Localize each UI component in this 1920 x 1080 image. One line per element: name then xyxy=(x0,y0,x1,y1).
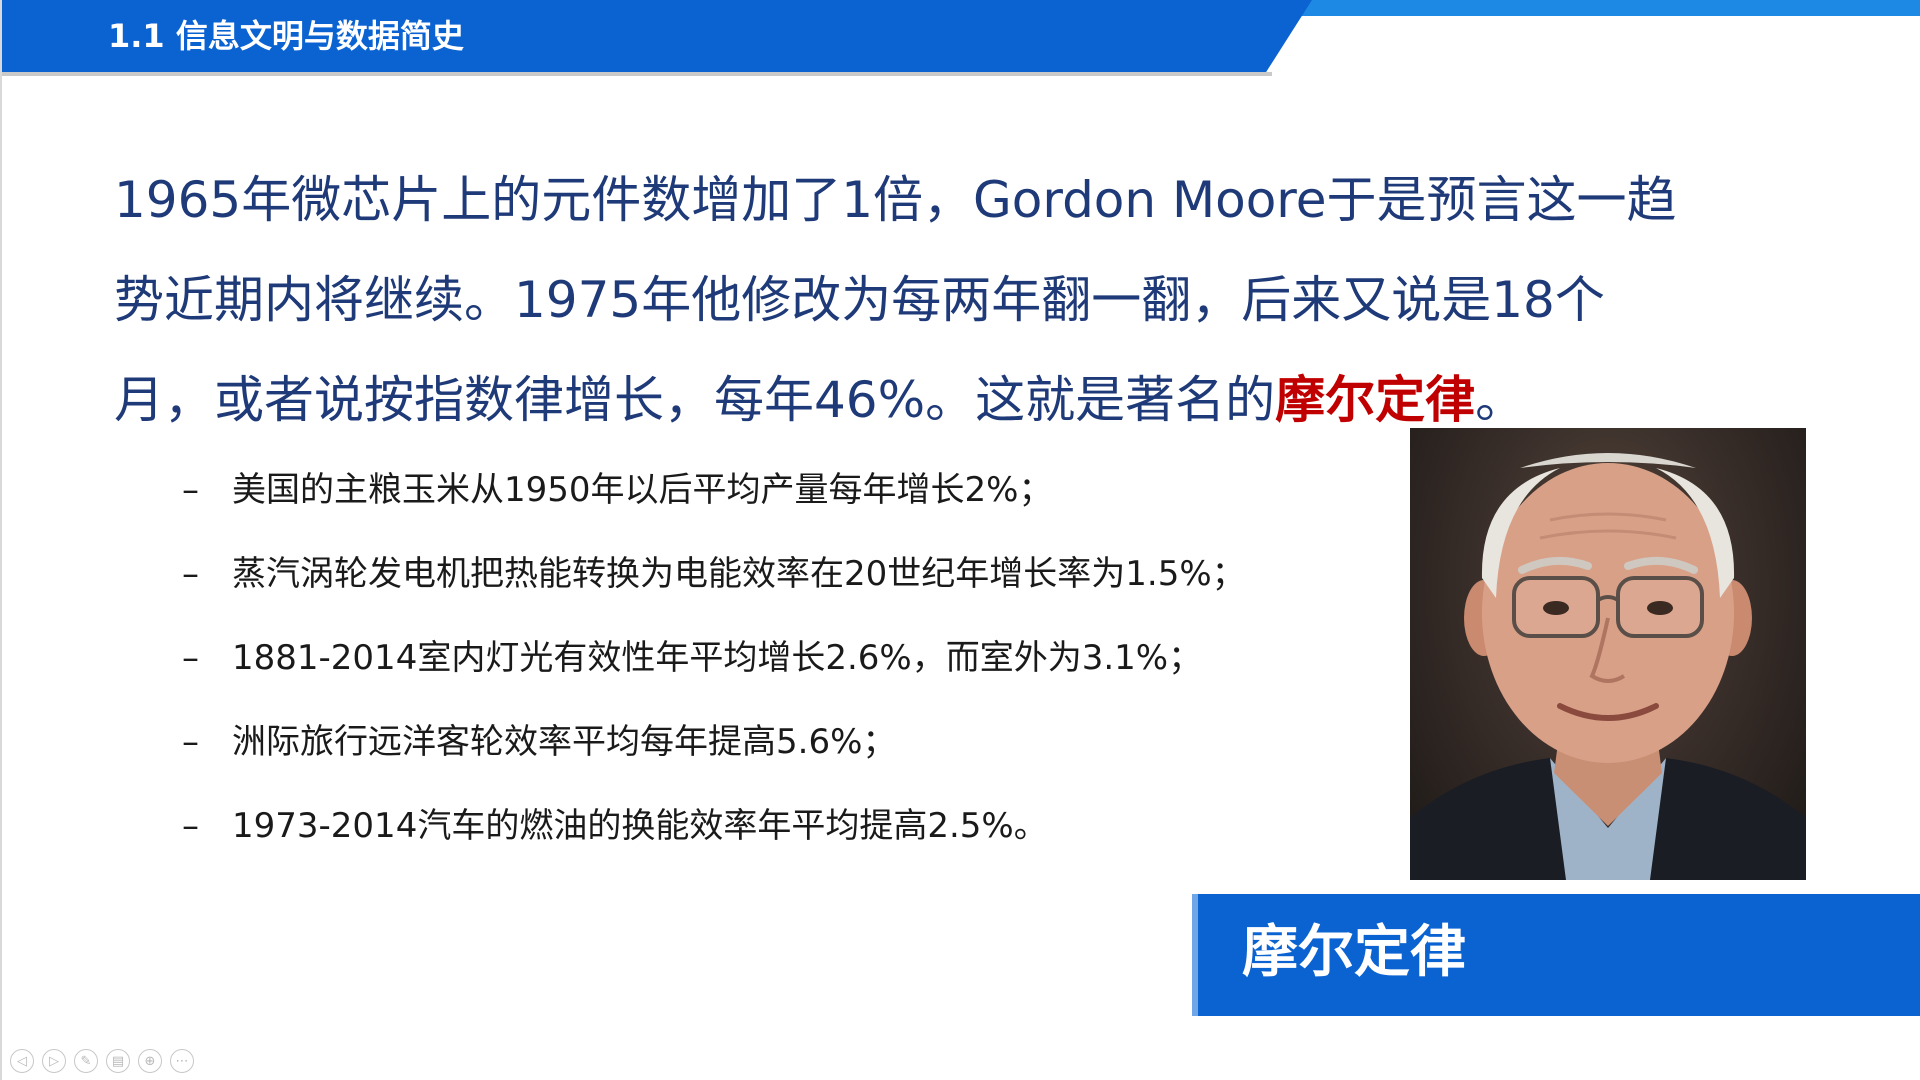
main-line-3: 月，或者说按指数律增长，每年46%。这就是著名的摩尔定律。 xyxy=(114,350,1794,450)
caption-label: 摩尔定律 xyxy=(1242,920,1466,985)
next-icon[interactable]: ▷ xyxy=(42,1049,66,1073)
bullet-dash: – xyxy=(182,554,199,594)
copy-icon[interactable]: ▤ xyxy=(106,1049,130,1073)
bullet-text: 蒸汽涡轮发电机把热能转换为电能效率在20世纪年增长率为1.5%； xyxy=(232,554,1246,594)
header-shadow xyxy=(2,72,1272,76)
bullet-dash: – xyxy=(182,722,199,762)
bullet-dash: – xyxy=(182,638,199,678)
pen-icon[interactable]: ✎ xyxy=(74,1049,98,1073)
zoom-icon[interactable]: ⊕ xyxy=(138,1049,162,1073)
bullet-dash: – xyxy=(182,470,199,510)
bullet-text: 美国的主粮玉米从1950年以后平均产量每年增长2%； xyxy=(232,470,1053,510)
portrait-illustration xyxy=(1410,453,1806,880)
bullet-item: –1973-2014汽车的燃油的换能效率年平均提高2.5%。 xyxy=(182,796,1382,880)
more-icon[interactable]: ⋯ xyxy=(170,1049,194,1073)
main-line-3-prefix: 月，或者说按指数律增长，每年46%。这就是著名的 xyxy=(114,371,1276,429)
bullet-dash: – xyxy=(182,806,199,846)
caption-box: 摩尔定律 xyxy=(1192,894,1920,1016)
prev-icon[interactable]: ◁ xyxy=(10,1049,34,1073)
slideshow-toolbar: ◁ ▷ ✎ ▤ ⊕ ⋯ xyxy=(10,1046,194,1076)
bullet-item: – 美国的主粮玉米从1950年以后平均产量每年增长2%； xyxy=(182,460,1382,544)
bullet-text: 洲际旅行远洋客轮效率平均每年提高5.6%； xyxy=(232,722,897,762)
slide-section-title: 1.1 信息文明与数据简史 xyxy=(108,17,464,55)
bullet-text: 1881-2014室内灯光有效性年平均增长2.6%，而室外为3.1%； xyxy=(232,638,1203,678)
bullet-list: – 美国的主粮玉米从1950年以后平均产量每年增长2%； – 蒸汽涡轮发电机把热能转… xyxy=(182,460,1382,880)
header-bar xyxy=(2,0,1312,72)
main-line-2: 势近期内将继续。1975年他修改为每两年翻一翻，后来又说是18个 xyxy=(114,271,1605,329)
bullet-item: – 洲际旅行远洋客轮效率平均每年提高5.6%； xyxy=(182,712,1382,796)
header-accent-strip xyxy=(1272,0,1920,16)
main-line-1: 1965年微芯片上的元件数增加了1倍，Gordon Moore于是预言这一趋 xyxy=(114,171,1677,229)
bullet-text: 1973-2014汽车的燃油的换能效率年平均提高2.5%。 xyxy=(232,806,1048,846)
main-line-3-suffix: 。 xyxy=(1475,371,1526,429)
bullet-item: – 蒸汽涡轮发电机把热能转换为电能效率在20世纪年增长率为1.5%； xyxy=(182,544,1382,628)
bullet-item: –1881-2014室内灯光有效性年平均增长2.6%，而室外为3.1%； xyxy=(182,628,1382,712)
main-paragraph: 1965年微芯片上的元件数增加了1倍，Gordon Moore于是预言这一趋 势… xyxy=(114,150,1794,450)
gordon-moore-portrait xyxy=(1410,428,1806,880)
moores-law-highlight: 摩尔定律 xyxy=(1275,371,1476,429)
